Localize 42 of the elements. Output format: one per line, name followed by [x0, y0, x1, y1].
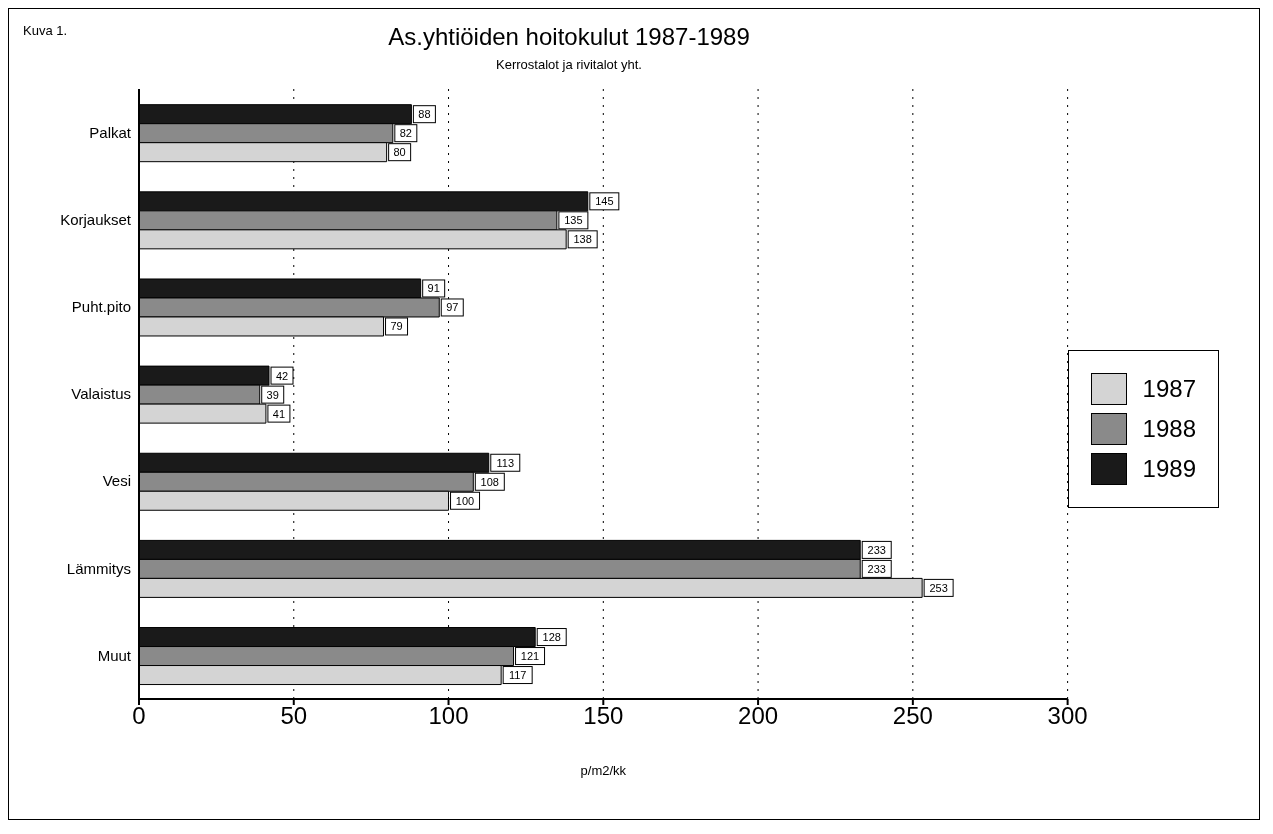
y-tick-label: Palkat: [89, 123, 132, 141]
y-tick-label: Muut: [97, 646, 132, 664]
x-tick-label: 200: [738, 702, 779, 730]
data-label: 117: [508, 669, 527, 682]
x-tick-label: 0: [132, 702, 146, 730]
data-label: 135: [564, 214, 583, 227]
chart-title: As.yhtiöiden hoitokulut 1987-1989: [387, 23, 751, 51]
x-tick-label: 300: [1047, 702, 1088, 730]
y-tick-label: Puht.pito: [71, 298, 131, 316]
data-label: 79: [390, 320, 403, 333]
data-label: 121: [520, 650, 540, 663]
data-label: 100: [455, 494, 475, 507]
text: Kuva 1.: [23, 23, 68, 38]
data-label: 42: [275, 369, 289, 382]
y-tick-label: Korjaukset: [60, 211, 132, 229]
x-tick-label: 250: [892, 702, 933, 730]
x-axis-title: p/m2/kk: [580, 763, 627, 778]
data-label: 233: [867, 562, 886, 575]
y-tick-label: Vesi: [102, 472, 131, 490]
data-label: 128: [542, 631, 561, 644]
legend-label: 1988: [1142, 415, 1196, 443]
chart-subtitle: Kerrostalot ja rivitalot yht.: [495, 57, 643, 72]
data-label: 233: [867, 543, 886, 556]
data-label: 41: [272, 407, 286, 420]
x-tick-label: 50: [280, 702, 308, 730]
data-label: 138: [573, 233, 592, 246]
data-label: 253: [929, 581, 948, 594]
data-label: 39: [266, 388, 279, 401]
y-tick-label: Valaistus: [71, 385, 131, 403]
data-label: 97: [446, 301, 459, 314]
data-label: 91: [427, 282, 440, 295]
data-label: 80: [393, 146, 406, 159]
y-tick-label: Lämmitys: [66, 559, 131, 577]
data-label: 82: [399, 127, 412, 140]
x-tick-label: 150: [583, 702, 624, 730]
x-tick-label: 100: [428, 702, 469, 730]
data-label: 88: [418, 108, 431, 121]
legend-label: 1989: [1142, 455, 1196, 483]
data-label: 108: [480, 475, 499, 488]
data-label: 113: [496, 456, 515, 469]
legend-label: 1987: [1142, 375, 1196, 403]
data-label: 145: [595, 195, 614, 208]
